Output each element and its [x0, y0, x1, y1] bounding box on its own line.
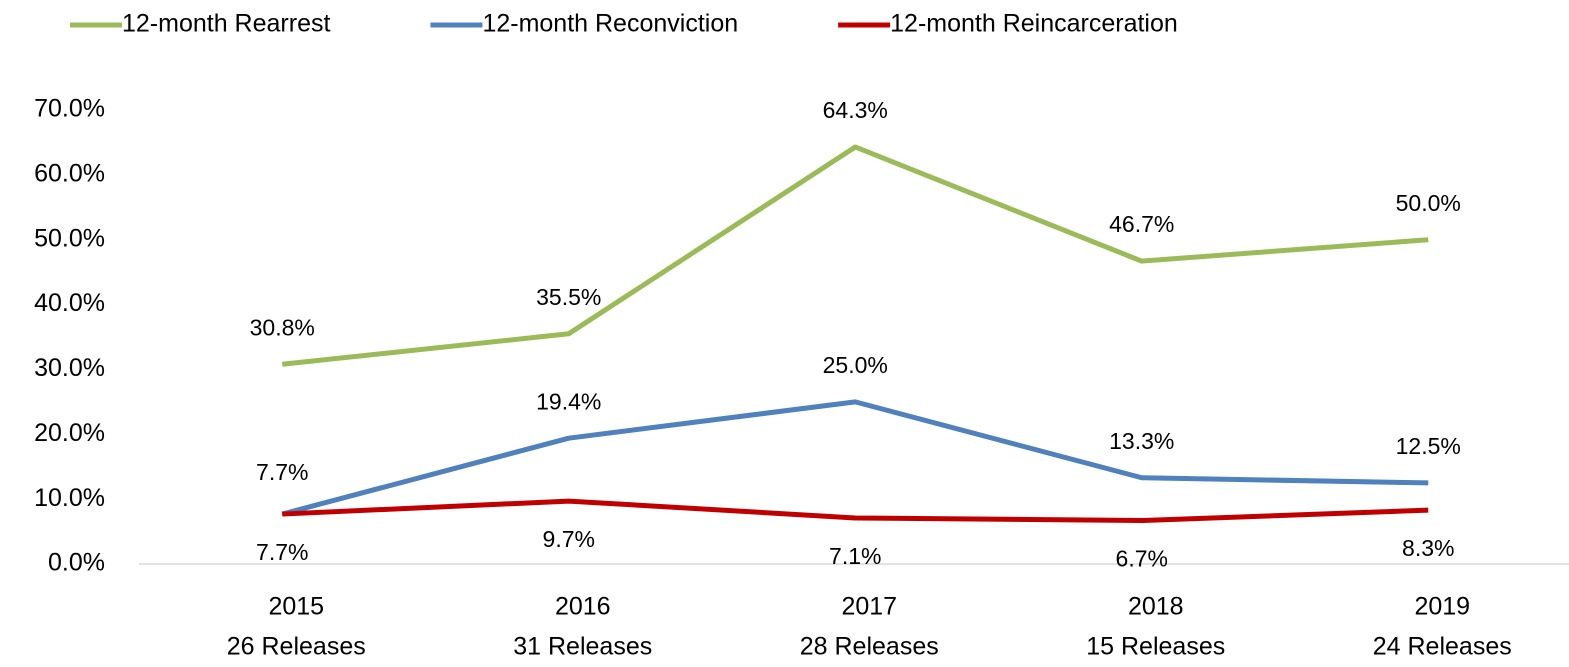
data-label: 46.7%	[1109, 211, 1174, 237]
data-label: 19.4%	[536, 388, 601, 414]
data-label: 64.3%	[823, 97, 888, 123]
data-label: 50.0%	[1396, 190, 1461, 216]
data-label: 12.5%	[1396, 433, 1461, 459]
y-tick-label: 60.0%	[34, 159, 105, 187]
legend-label: 12-month Reconviction	[482, 10, 738, 38]
data-label: 9.7%	[543, 526, 595, 552]
data-label: 8.3%	[1402, 535, 1454, 561]
x-tick-label: 24 Releases	[1373, 633, 1512, 661]
x-tick-label: 2019	[1414, 593, 1470, 621]
y-tick-label: 0.0%	[48, 549, 105, 577]
data-label: 7.7%	[256, 459, 308, 485]
y-tick-label: 70.0%	[34, 95, 105, 123]
data-label: 7.1%	[829, 543, 881, 569]
data-label: 30.8%	[250, 314, 315, 340]
series-line	[281, 144, 1429, 367]
y-tick-label: 10.0%	[34, 484, 105, 512]
x-tick-label: 26 Releases	[227, 633, 366, 661]
data-label: 13.3%	[1109, 428, 1174, 454]
legend-label: 12-month Reincarceration	[890, 10, 1178, 38]
x-tick-label: 2015	[268, 593, 324, 621]
legend-label: 12-month Rearrest	[122, 10, 330, 38]
x-tick-label: 2017	[841, 593, 897, 621]
x-tick-label: 2016	[555, 593, 611, 621]
series-line	[282, 498, 1429, 524]
data-label: 35.5%	[536, 284, 601, 310]
x-tick-label: 15 Releases	[1086, 633, 1225, 661]
y-tick-label: 30.0%	[34, 354, 105, 382]
series-line	[281, 399, 1429, 517]
x-tick-label: 31 Releases	[513, 633, 652, 661]
y-tick-label: 50.0%	[34, 224, 105, 252]
y-tick-label: 40.0%	[34, 289, 105, 317]
x-tick-label: 2018	[1128, 593, 1184, 621]
data-label: 6.7%	[1116, 546, 1168, 572]
data-label: 7.7%	[256, 539, 308, 565]
data-label: 25.0%	[823, 352, 888, 378]
x-tick-label: 28 Releases	[800, 633, 939, 661]
y-tick-label: 20.0%	[34, 419, 105, 447]
